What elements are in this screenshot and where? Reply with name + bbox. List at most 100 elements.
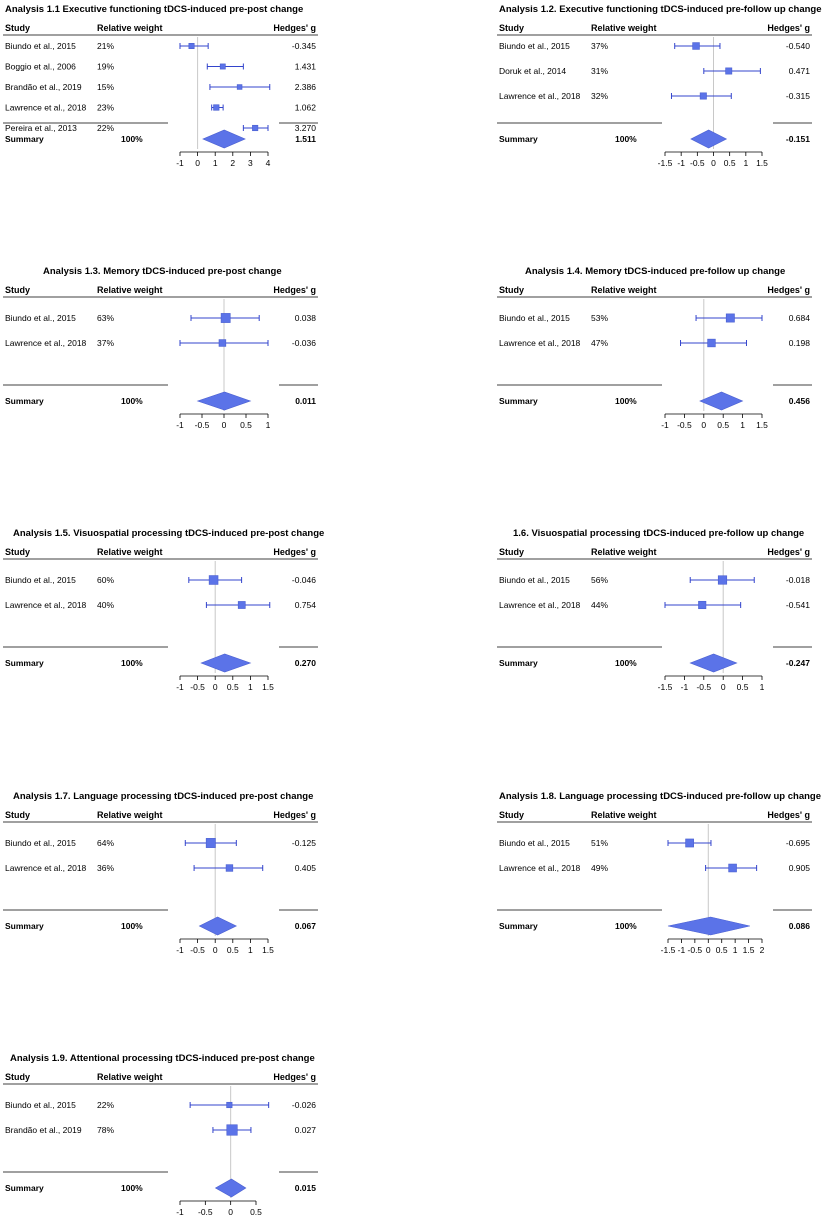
effect-marker (213, 104, 220, 111)
effect-marker (728, 863, 737, 873)
x-tick-label: -0.5 (688, 945, 703, 955)
effect-marker (219, 63, 226, 70)
x-tick-label: -0.5 (190, 682, 205, 692)
summary-diamond (214, 1178, 247, 1198)
summary-hedges-g: 0.086 (789, 921, 811, 931)
study-hedges-g: 1.062 (295, 103, 317, 113)
study-weight: 51% (591, 838, 608, 848)
header-hedges-g: Hedges' g (273, 23, 316, 33)
study-weight: 78% (97, 1125, 114, 1135)
study-hedges-g: -0.345 (292, 41, 316, 51)
x-tick-label: 0 (195, 158, 200, 168)
forest-panel: Analysis 1.4. Memory tDCS-induced pre-fo… (497, 266, 812, 430)
study-label: Doruk et al., 2014 (499, 66, 566, 76)
header-hedges-g: Hedges' g (767, 23, 810, 33)
header-study: Study (5, 285, 30, 295)
summary-weight: 100% (121, 921, 143, 931)
study-weight: 15% (97, 82, 114, 92)
summary-diamond (689, 653, 738, 673)
study-hedges-g: 3.270 (295, 123, 317, 133)
forest-panel: Analysis 1.9. Attentional processing tDC… (3, 1053, 318, 1217)
header-relative-weight: Relative weight (97, 285, 163, 295)
effect-marker (725, 313, 735, 323)
study-hedges-g: -0.026 (292, 1100, 316, 1110)
summary-label: Summary (5, 921, 44, 931)
effect-marker (226, 1124, 238, 1136)
study-hedges-g: 1.431 (295, 62, 317, 72)
study-label: Pereira et al., 2013 (5, 123, 77, 133)
summary-label: Summary (5, 1183, 44, 1193)
summary-hedges-g: 0.456 (789, 396, 811, 406)
header-relative-weight: Relative weight (591, 547, 657, 557)
x-tick-label: 2 (230, 158, 235, 168)
summary-diamond (202, 129, 246, 149)
x-tick-label: 1 (248, 945, 253, 955)
summary-hedges-g: 0.270 (295, 658, 317, 668)
effect-marker (226, 1101, 233, 1109)
study-label: Biundo et al., 2015 (5, 313, 76, 323)
summary-hedges-g: 0.015 (295, 1183, 317, 1193)
study-weight: 21% (97, 41, 114, 51)
summary-diamond (200, 653, 252, 673)
summary-weight: 100% (121, 396, 143, 406)
study-weight: 60% (97, 575, 114, 585)
study-label: Biundo et al., 2015 (5, 41, 76, 51)
header-relative-weight: Relative weight (591, 810, 657, 820)
x-tick-label: -0.5 (677, 420, 692, 430)
panel-title: Analysis 1.3. Memory tDCS-induced pre-po… (43, 266, 282, 277)
x-tick-label: -0.5 (198, 1207, 213, 1217)
effect-marker (205, 838, 216, 848)
study-weight: 36% (97, 863, 114, 873)
summary-label: Summary (5, 134, 44, 144)
x-tick-label: 1.5 (262, 682, 274, 692)
summary-diamond (699, 391, 744, 411)
header-study: Study (499, 285, 524, 295)
study-label: Biundo et al., 2015 (5, 1100, 76, 1110)
header-study: Study (5, 1072, 30, 1082)
x-tick-label: 1 (213, 158, 218, 168)
study-hedges-g: -0.540 (786, 41, 810, 51)
panel-title: Analysis 1.2. Executive functioning tDCS… (499, 4, 822, 15)
x-tick-label: -1.5 (658, 682, 673, 692)
x-tick-label: 1 (760, 682, 765, 692)
summary-weight: 100% (615, 921, 637, 931)
header-hedges-g: Hedges' g (273, 810, 316, 820)
study-hedges-g: -0.018 (786, 575, 810, 585)
header-relative-weight: Relative weight (591, 285, 657, 295)
study-label: Lawrence et al., 2018 (499, 600, 581, 610)
study-label: Lawrence et al., 2018 (5, 338, 87, 348)
study-hedges-g: 2.386 (295, 82, 317, 92)
x-tick-label: 0.5 (227, 682, 239, 692)
forest-panel: Analysis 1.3. Memory tDCS-induced pre-po… (3, 266, 318, 430)
forest-panel: Analysis 1.1 Executive functioning tDCS-… (3, 4, 318, 168)
effect-marker (188, 43, 195, 49)
study-weight: 64% (97, 838, 114, 848)
x-tick-label: -0.5 (190, 945, 205, 955)
header-study: Study (5, 810, 30, 820)
summary-hedges-g: 0.011 (295, 396, 316, 406)
study-label: Boggio et al., 2006 (5, 62, 76, 72)
x-tick-label: 1 (266, 420, 271, 430)
forest-panel: Analysis 1.7. Language processing tDCS-i… (3, 791, 318, 955)
study-weight: 44% (591, 600, 608, 610)
header-study: Study (5, 547, 30, 557)
summary-diamond (690, 129, 728, 149)
x-tick-label: 1.5 (756, 420, 768, 430)
header-relative-weight: Relative weight (591, 23, 657, 33)
x-tick-label: 0 (222, 420, 227, 430)
x-tick-label: 0.5 (250, 1207, 262, 1217)
study-weight: 32% (591, 91, 608, 101)
summary-label: Summary (499, 921, 538, 931)
effect-marker (685, 838, 694, 848)
x-tick-label: 0.5 (227, 945, 239, 955)
header-relative-weight: Relative weight (97, 1072, 163, 1082)
summary-hedges-g: -0.151 (786, 134, 810, 144)
study-label: Lawrence et al., 2018 (5, 103, 87, 113)
summary-label: Summary (499, 658, 538, 668)
header-hedges-g: Hedges' g (767, 285, 810, 295)
effect-marker (237, 601, 246, 609)
study-label: Lawrence et al., 2018 (5, 600, 87, 610)
effect-marker (220, 313, 231, 323)
study-weight: 23% (97, 103, 114, 113)
